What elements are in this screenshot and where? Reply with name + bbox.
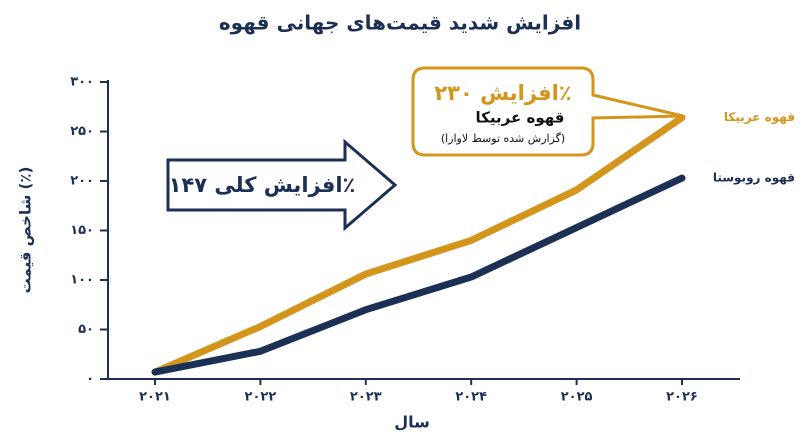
x-tick-label: ۲۰۲۳: [350, 390, 382, 405]
series-label: قهوه روبوستا: [713, 171, 795, 186]
y-tick-label: ۰: [86, 372, 94, 387]
y-tick-label: ۵۰: [78, 322, 94, 337]
y-axis-label: شاخص قیمت (٪): [17, 167, 35, 294]
callout-source: (گزارش شده توسط لاوازا): [441, 132, 565, 145]
callout-box: [411, 66, 684, 157]
chart-title: افزایش شدید قیمت‌های جهانی قهوه: [219, 11, 581, 35]
x-tick-label: ۲۰۲۶: [666, 390, 698, 405]
y-tick-label: ۲۵۰: [70, 124, 94, 139]
arrow-shape: [166, 138, 398, 232]
arrow-label: افزایش کلی ۱۴۷٪: [169, 173, 356, 197]
y-tick-label: ۳۰۰: [70, 75, 94, 90]
x-tick-label: ۲۰۲۱: [139, 390, 171, 405]
series-label: قهوه عربیکا: [724, 110, 795, 125]
x-tick-label: ۲۰۲۴: [455, 390, 487, 405]
callout-headline: افزایش ۲۳۰٪: [434, 81, 571, 105]
series-line: [151, 174, 686, 376]
y-tick-label: ۱۰۰: [70, 273, 94, 288]
y-tick-label: ۲۰۰: [70, 174, 94, 189]
x-tick-label: ۲۰۲۲: [245, 390, 277, 405]
x-axis-label: سال: [394, 413, 430, 432]
callout-subtitle: قهوه عربیکا: [476, 109, 565, 127]
series-line: [151, 114, 686, 376]
x-tick-label: ۲۰۲۵: [561, 390, 593, 405]
y-tick-label: ۱۵۰: [70, 223, 94, 238]
